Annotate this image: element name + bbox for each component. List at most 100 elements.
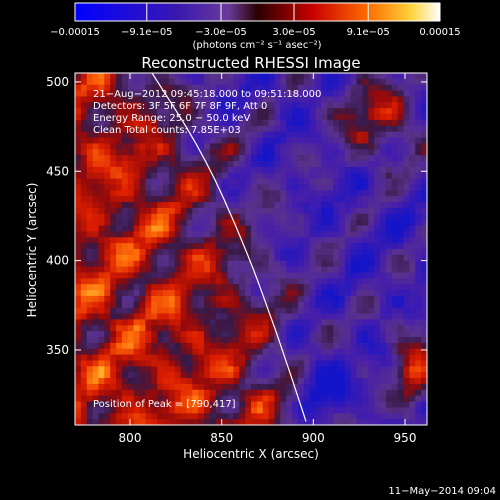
heatmap-cell	[280, 378, 287, 385]
heatmap-cell	[362, 383, 369, 391]
heatmap-cell	[391, 125, 398, 132]
heatmap-cell	[268, 178, 275, 185]
heatmap-cell	[333, 378, 340, 385]
heatmap-cell	[380, 366, 387, 373]
heatmap-cell	[127, 254, 134, 262]
heatmap-cell	[157, 348, 164, 355]
heatmap-cell	[80, 166, 88, 174]
heatmap-cell	[274, 114, 281, 121]
heatmap-cell	[86, 202, 93, 209]
heatmap-cell	[186, 313, 193, 320]
heatmap-cell	[186, 301, 193, 308]
heatmap-cell	[292, 401, 299, 408]
heatmap-cell	[215, 231, 222, 238]
heatmap-cell	[292, 284, 299, 291]
heatmap-cell	[303, 331, 310, 338]
heatmap-cell	[215, 143, 222, 150]
heatmap-cell	[303, 266, 310, 273]
heatmap-cell	[321, 114, 328, 121]
heatmap-cell	[274, 166, 281, 174]
heatmap-cell	[75, 196, 82, 203]
heatmap-cell	[233, 190, 240, 197]
heatmap-cell	[139, 319, 146, 326]
heatmap-cell	[350, 119, 357, 127]
heatmap-cell	[374, 172, 381, 179]
heatmap-cell	[221, 342, 228, 350]
heatmap-cell	[145, 389, 152, 396]
heatmap-cell	[209, 342, 217, 350]
heatmap-cell	[104, 84, 111, 91]
heatmap-cell	[80, 178, 88, 185]
heatmap-cell	[409, 219, 416, 226]
heatmap-cell	[380, 84, 387, 91]
heatmap-cell	[415, 413, 422, 420]
heatmap-cell	[139, 143, 146, 150]
heatmap-cell	[104, 278, 111, 285]
heatmap-cell	[168, 184, 176, 191]
heatmap-cell	[127, 395, 134, 402]
heatmap-cell	[391, 319, 398, 326]
heatmap-cell	[344, 78, 352, 86]
heatmap-cell	[139, 73, 146, 80]
heatmap-cell	[180, 213, 187, 220]
heatmap-cell	[121, 96, 129, 103]
heatmap-cell	[227, 143, 234, 150]
heatmap-cell	[116, 166, 123, 174]
heatmap-cell	[116, 202, 123, 209]
heatmap-cell	[168, 249, 176, 256]
heatmap-cell	[280, 389, 287, 396]
heatmap-cell	[186, 114, 193, 121]
heatmap-cell	[163, 155, 170, 162]
heatmap-cell	[198, 401, 205, 408]
heatmap-cell	[286, 301, 293, 308]
heatmap-cell	[104, 389, 111, 396]
heatmap-cell	[204, 284, 211, 291]
heatmap-cell	[104, 231, 111, 238]
heatmap-cell	[145, 84, 152, 91]
heatmap-cell	[245, 78, 252, 86]
heatmap-cell	[133, 96, 140, 103]
heatmap-cell	[145, 108, 152, 115]
heatmap-cell	[251, 166, 258, 174]
heatmap-cell	[98, 108, 105, 115]
plot-frame	[74, 72, 428, 426]
heatmap-cell	[321, 360, 328, 367]
heatmap-cell	[80, 366, 88, 373]
heatmap-cell	[133, 161, 140, 168]
heatmap-cell	[397, 378, 404, 385]
heatmap-cell	[391, 401, 398, 408]
heatmap-cell	[198, 372, 205, 379]
heatmap-cell	[397, 243, 404, 250]
heatmap-cell	[421, 125, 427, 132]
heatmap-cell	[239, 178, 246, 185]
heatmap-cell	[104, 395, 111, 402]
heatmap-cell	[280, 295, 287, 303]
heatmap-cell	[403, 202, 410, 209]
heatmap-cell	[368, 207, 375, 215]
heatmap-cell	[104, 125, 111, 132]
heatmap-cell	[403, 78, 410, 86]
heatmap-cell	[204, 225, 211, 232]
heatmap-cell	[127, 407, 134, 414]
heatmap-cell	[415, 225, 422, 232]
heatmap-cell	[315, 137, 322, 144]
heatmap-cell	[368, 360, 375, 367]
heatmap-cell	[186, 249, 193, 256]
heatmap-cell	[256, 372, 264, 379]
y-axis-label: Heliocentric Y (arcsec)	[25, 183, 39, 318]
heatmap-cell	[209, 161, 217, 168]
heatmap-cell	[391, 389, 398, 396]
heatmap-cell	[321, 266, 328, 273]
heatmap-cell	[110, 290, 117, 297]
heatmap-cell	[98, 96, 105, 103]
heatmap-cell	[297, 266, 305, 273]
heatmap-cell	[403, 131, 410, 138]
heatmap-cell	[98, 149, 105, 156]
heatmap-cell	[315, 231, 322, 238]
heatmap-cell	[421, 172, 427, 179]
heatmap-cell	[215, 137, 222, 144]
heatmap-cell	[256, 213, 264, 220]
heatmap-cell	[251, 419, 258, 425]
heatmap-cell	[344, 337, 352, 344]
heatmap-cell	[368, 383, 375, 391]
